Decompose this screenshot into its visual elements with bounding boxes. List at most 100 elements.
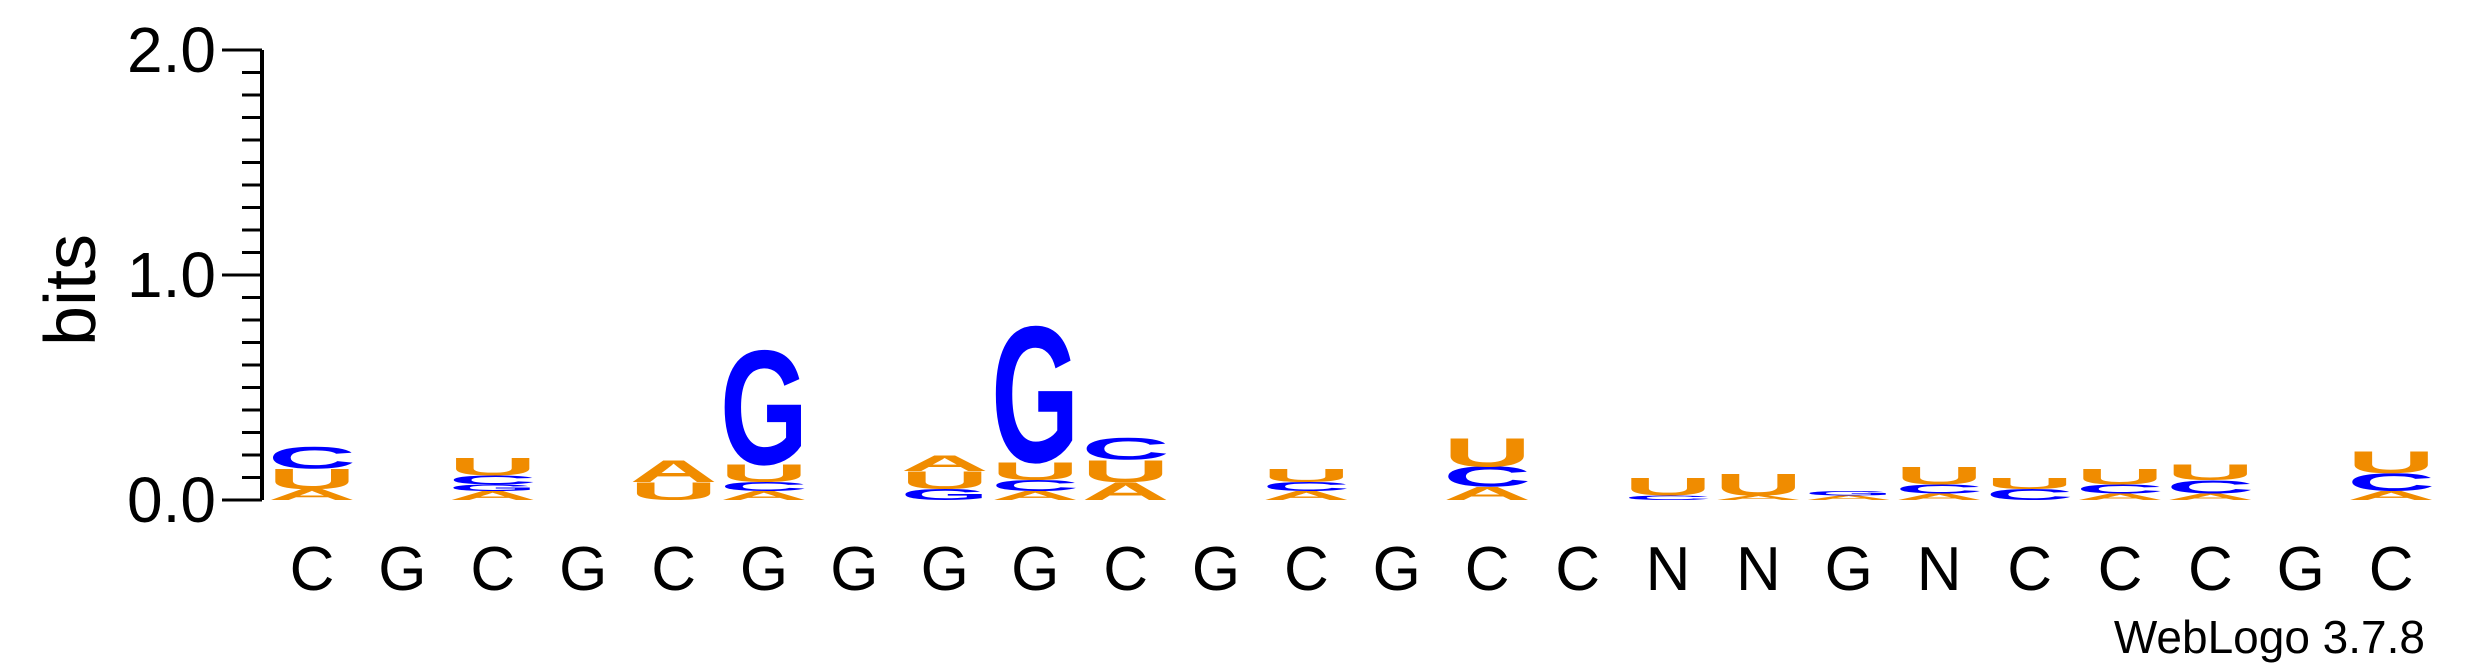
svg-text:C: C <box>2166 476 2254 497</box>
logo-letter-C: C <box>1624 494 1712 501</box>
logo-letter-U: U <box>449 453 537 481</box>
svg-text:U: U <box>1082 454 1170 489</box>
logo-letter-A: A <box>268 486 356 504</box>
position-label: N <box>1917 535 1962 604</box>
logo-letter-A: A <box>2166 492 2254 503</box>
position-label: C <box>1284 535 1329 604</box>
logo-letter-U: U <box>268 463 356 494</box>
position-label: G <box>830 535 878 604</box>
position-label: C <box>1555 535 1600 604</box>
svg-text:G: G <box>720 316 808 499</box>
position-label: G <box>1373 535 1421 604</box>
logo-letter-C: C <box>2166 476 2254 497</box>
logo-letter-A: A <box>720 489 808 503</box>
svg-text:C: C <box>1895 482 1983 496</box>
position-label: G <box>1825 535 1873 604</box>
svg-text:U: U <box>1714 467 1802 502</box>
logo-letter-U: U <box>2076 464 2164 489</box>
position-label: C <box>2188 535 2233 604</box>
logo-letter-C: C <box>1443 461 1531 492</box>
logo-letter-G: G <box>991 285 1079 503</box>
logo-letter-C: C <box>449 473 537 487</box>
svg-text:A: A <box>2347 489 2435 503</box>
logo-letter-A: A <box>991 489 1079 503</box>
position-label: C <box>1103 535 1148 604</box>
svg-text:U: U <box>1986 475 2074 493</box>
svg-text:U: U <box>268 463 356 494</box>
position-label: G <box>1011 535 1059 604</box>
logo-letter-A: A <box>2347 489 2435 503</box>
logo-letter-U: U <box>1714 467 1802 502</box>
svg-text:G: G <box>1805 490 1893 497</box>
svg-text:A: A <box>720 489 808 503</box>
svg-text:C: C <box>1082 431 1170 466</box>
svg-text:A: A <box>1443 483 1531 504</box>
weblogo-version-footer: WebLogo 3.7.8 <box>2114 611 2425 663</box>
logo-letter-C: C <box>1895 482 1983 496</box>
y-tick-label: 1.0 <box>127 239 216 311</box>
logo-letter-A: A <box>1082 477 1170 505</box>
svg-text:G: G <box>901 486 989 504</box>
y-tick-label: 2.0 <box>127 14 216 86</box>
svg-text:C: C <box>991 477 1079 495</box>
logo-letter-A: A <box>1262 489 1350 503</box>
svg-text:A: A <box>630 454 718 489</box>
svg-text:A: A <box>2076 492 2164 503</box>
y-axis: 0.0 1.0 2.0 <box>127 14 264 536</box>
position-label: C <box>290 535 335 604</box>
svg-text:U: U <box>1443 429 1531 475</box>
logo-letter-C: C <box>1082 431 1170 466</box>
svg-text:A: A <box>1805 494 1893 501</box>
svg-text:U: U <box>2347 445 2435 480</box>
logo-letter-U: U <box>1262 465 1350 486</box>
logo-letter-U: U <box>1986 475 2074 493</box>
position-label: C <box>2098 535 2143 604</box>
position-label: C <box>2007 535 2052 604</box>
position-label: G <box>559 535 607 604</box>
logo-letter-G: G <box>1805 490 1893 497</box>
logo-letter-C: C <box>720 480 808 494</box>
svg-text:U: U <box>1624 473 1712 501</box>
position-label: G <box>378 535 426 604</box>
logo-letter-A: A <box>449 489 537 503</box>
svg-text:A: A <box>2166 492 2254 503</box>
svg-text:A: A <box>1082 477 1170 505</box>
svg-text:C: C <box>1986 486 2074 504</box>
logo-letter-U: U <box>720 459 808 487</box>
svg-text:C: C <box>2347 468 2435 496</box>
logo-letter-U: U <box>991 457 1079 485</box>
svg-text:A: A <box>1895 492 1983 503</box>
logo-letter-C: C <box>1986 486 2074 504</box>
svg-text:C: C <box>268 440 356 475</box>
logo-letter-A: A <box>1895 492 1983 503</box>
svg-text:U: U <box>1895 462 1983 490</box>
svg-text:C: C <box>1262 480 1350 494</box>
svg-text:U: U <box>901 466 989 494</box>
svg-text:A: A <box>991 489 1079 503</box>
logo-letter-G: G <box>449 483 537 494</box>
svg-text:C: C <box>449 473 537 487</box>
logo-letter-U: U <box>630 477 718 505</box>
logo-letter-A: A <box>1443 483 1531 504</box>
svg-text:C: C <box>720 480 808 494</box>
svg-text:U: U <box>2076 464 2164 489</box>
svg-text:A: A <box>268 486 356 504</box>
logo-letter-C: C <box>268 440 356 475</box>
svg-text:U: U <box>1262 465 1350 486</box>
svg-text:C: C <box>2076 482 2164 496</box>
logo-letter-C: C <box>1262 480 1350 494</box>
logo-letter-U: U <box>901 466 989 494</box>
logo-letter-U: U <box>2166 460 2254 485</box>
logo-letter-U: U <box>2347 445 2435 480</box>
logo-letter-C: C <box>2347 468 2435 496</box>
position-label: G <box>921 535 969 604</box>
logo-letter-A: A <box>2076 492 2164 503</box>
logo-letter-A: A <box>901 451 989 476</box>
position-label: C <box>651 535 696 604</box>
logo-letter-U: U <box>1624 473 1712 501</box>
logo-letter-U: U <box>1895 462 1983 490</box>
position-label: C <box>470 535 515 604</box>
